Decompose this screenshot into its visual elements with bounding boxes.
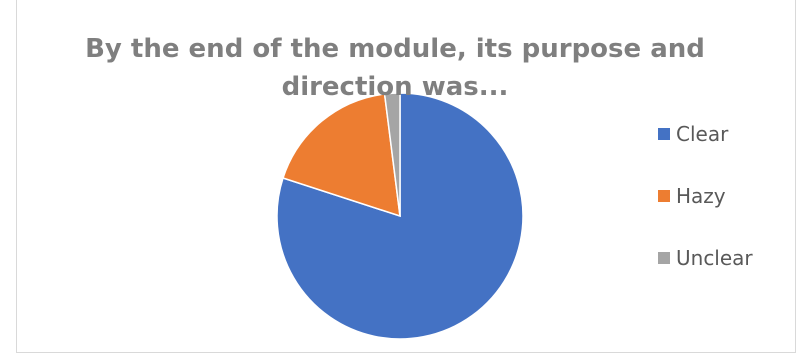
slice-unclear [383,92,401,217]
legend-label-clear: Clear [676,122,729,146]
chart-title-line-2: direction was... [281,72,509,102]
slice-hazy [282,93,401,218]
legend-swatch-hazy [658,190,670,202]
chart-title: By the end of the module, its purpose an… [0,30,790,106]
chart-title-line-1: By the end of the module, its purpose an… [85,34,705,64]
legend-swatch-clear [658,128,670,140]
legend-swatch-unclear [658,252,670,264]
legend-label-hazy: Hazy [676,184,726,208]
legend-label-unclear: Unclear [676,246,753,270]
